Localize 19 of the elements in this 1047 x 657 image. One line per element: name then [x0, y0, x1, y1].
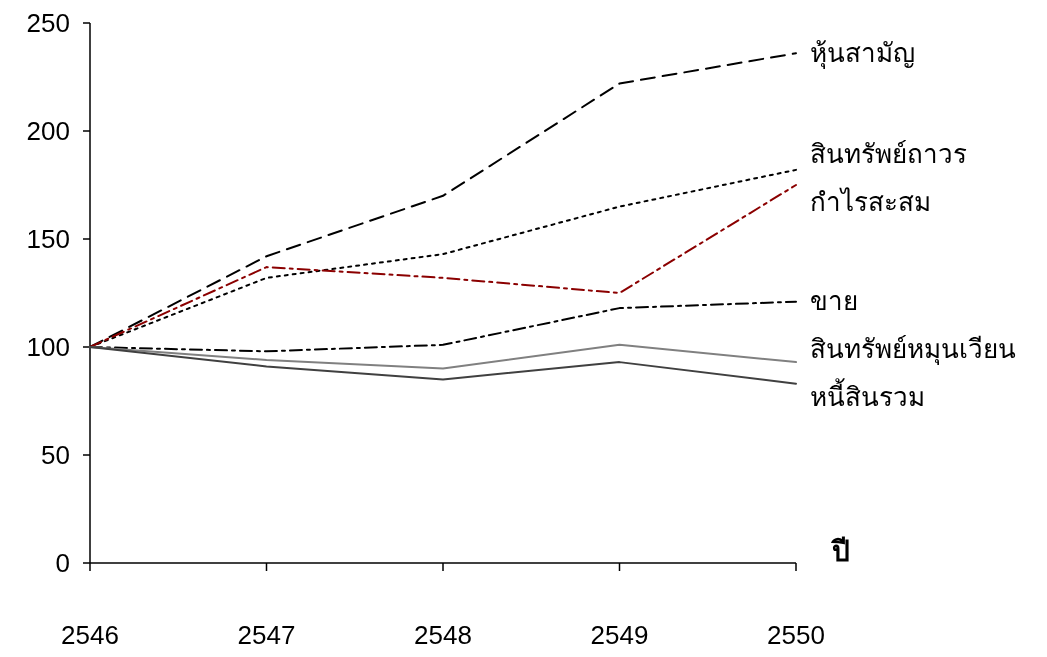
x-tick-label: 2546: [61, 620, 119, 651]
x-tick-label: 2548: [414, 620, 472, 651]
series-label: กำไรสะสม: [810, 186, 931, 217]
x-axis-title: ปี: [830, 536, 850, 567]
series-label: หนี้สินรวม: [810, 378, 925, 413]
y-tick-label: 150: [26, 224, 70, 255]
y-tick-label: 200: [26, 116, 70, 147]
series-label: ขาย: [810, 286, 858, 317]
series-label: สินทรัพย์ถาวร: [810, 138, 967, 169]
y-tick-label: 100: [26, 332, 70, 363]
line-series: [89, 346, 797, 385]
y-tick-label: 50: [41, 440, 70, 471]
x-tick-label: 2550: [767, 620, 825, 651]
y-tick-label: 0: [55, 548, 70, 579]
x-tick-label: 2549: [590, 620, 649, 651]
series-label: สินทรัพย์หมุนเวียน: [810, 334, 1016, 366]
y-tick-label: 250: [26, 8, 70, 39]
series-label: หุ้นสามัญ: [810, 38, 915, 70]
x-tick-label: 2547: [237, 620, 296, 651]
